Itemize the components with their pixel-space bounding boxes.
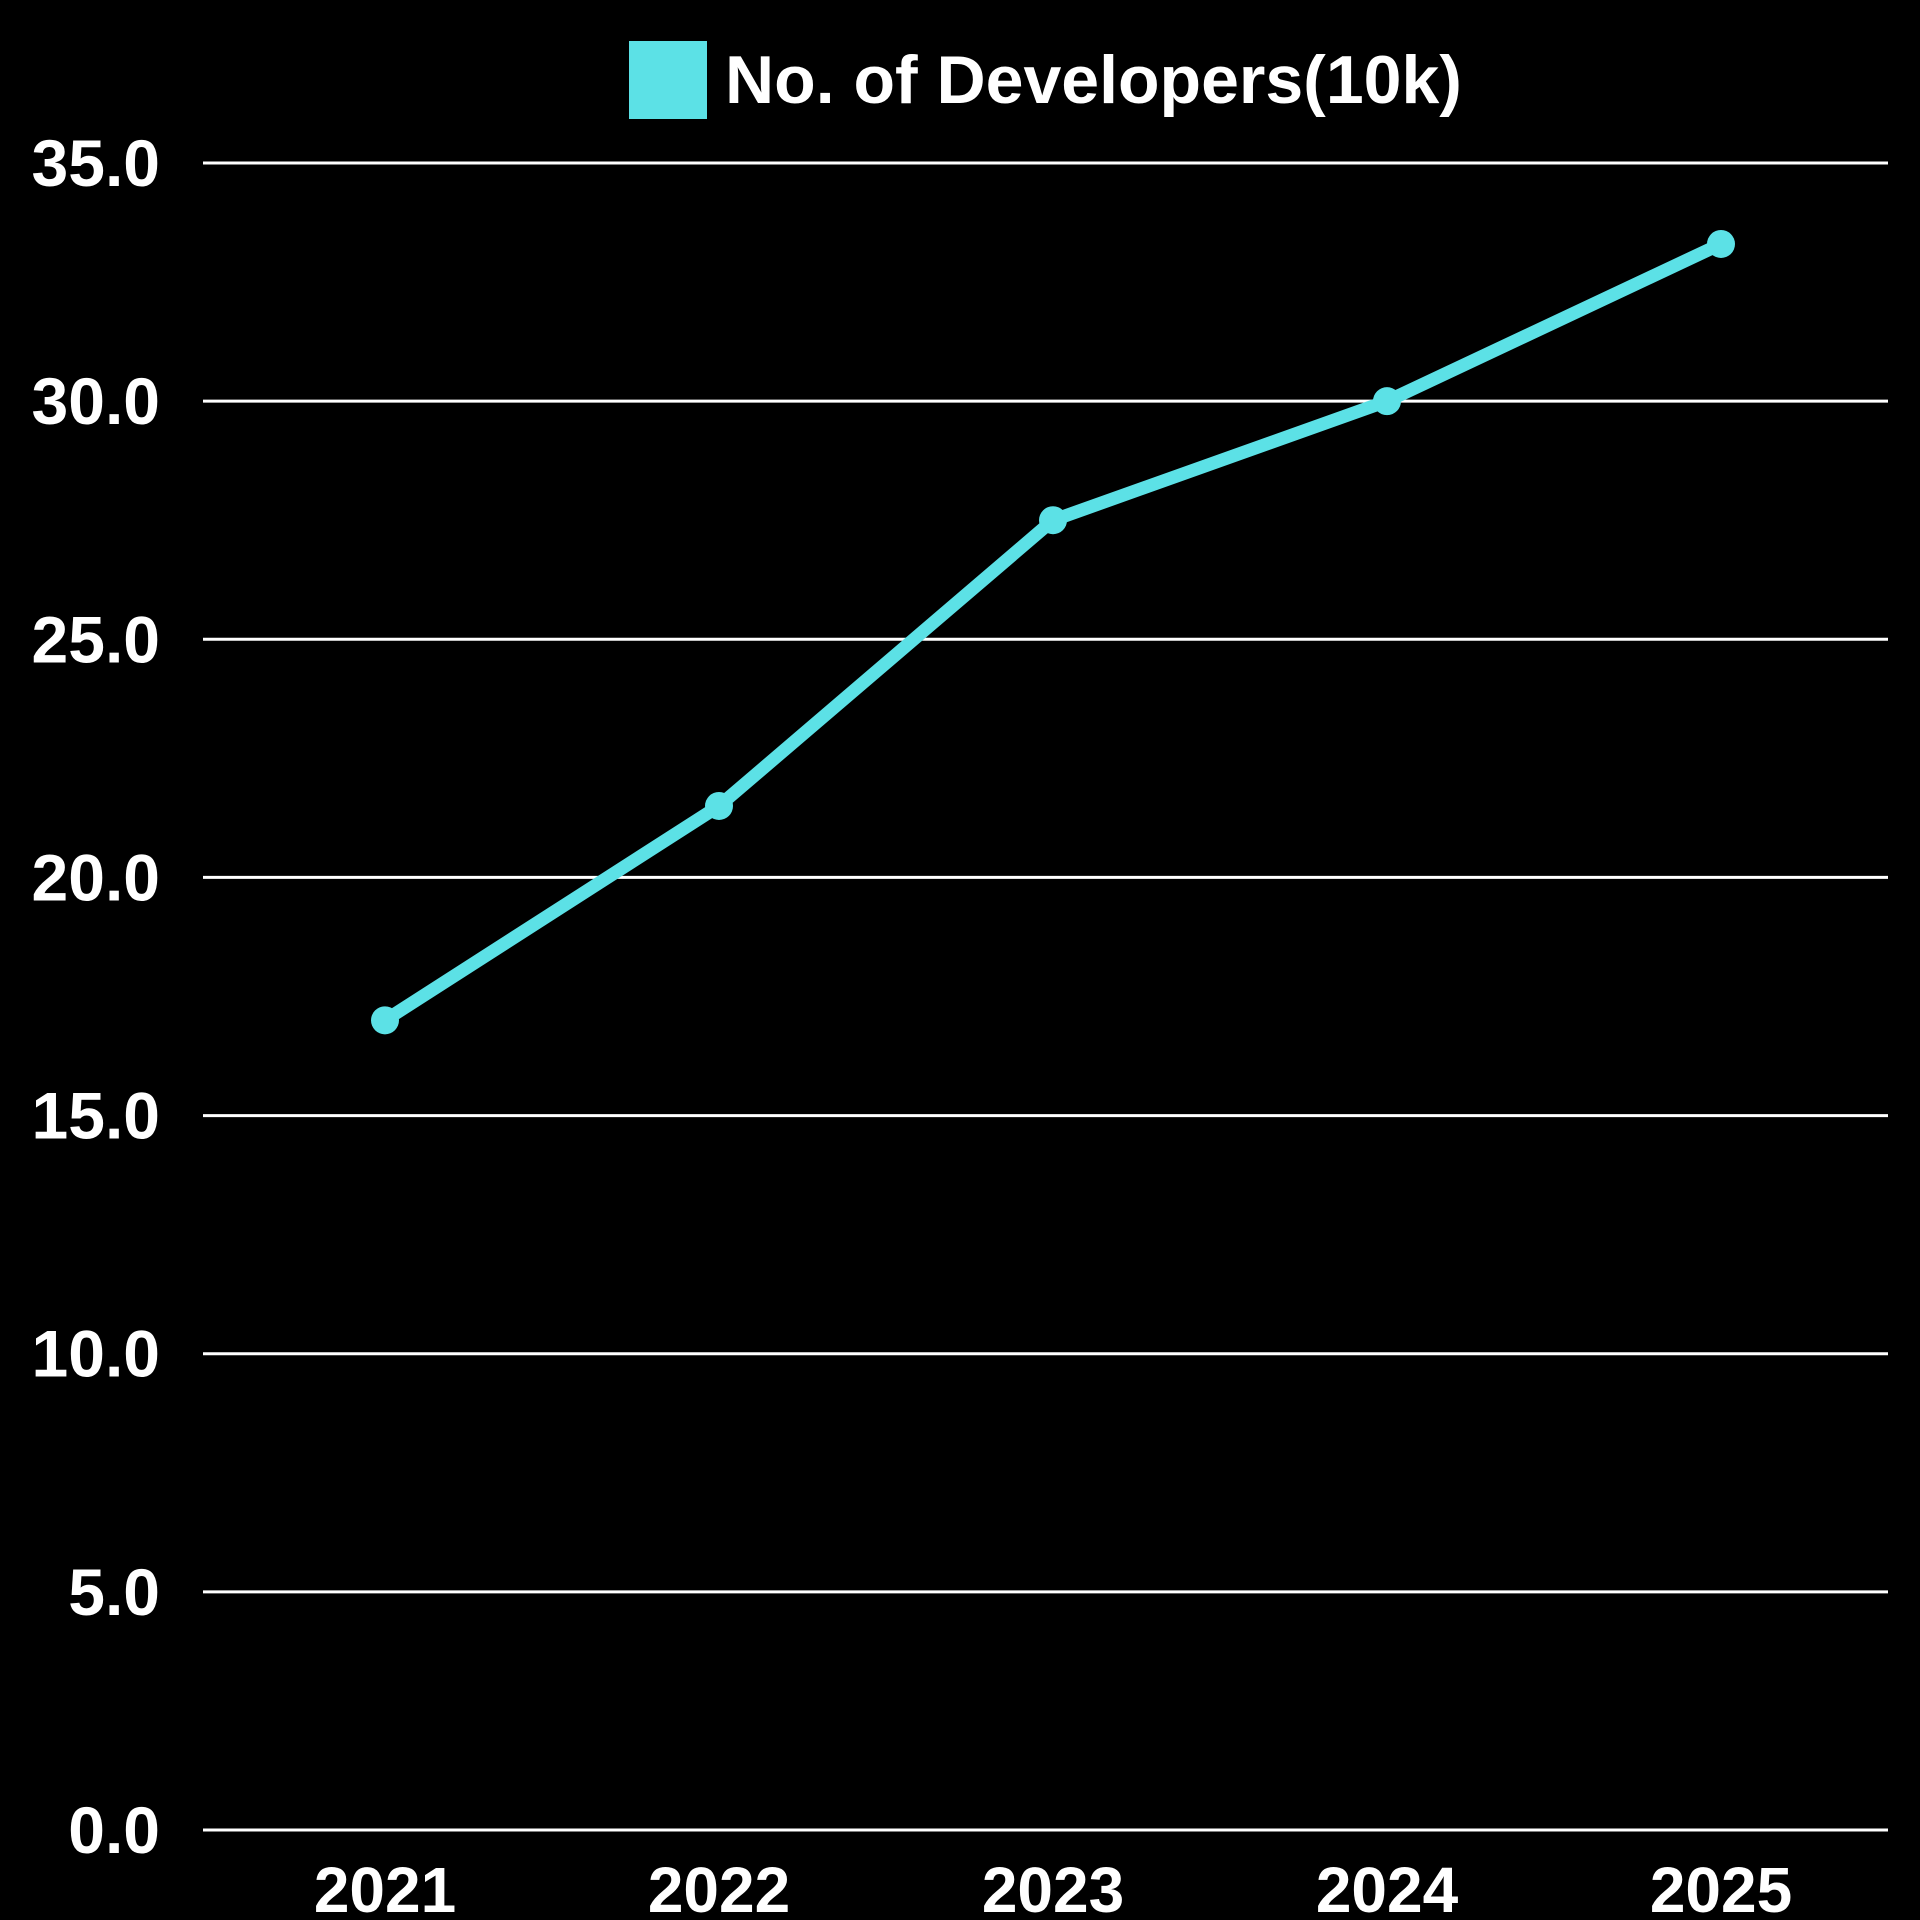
data-point	[1373, 387, 1401, 416]
legend-label: No. of Developers(10k)	[725, 42, 1462, 118]
y-tick-label: 0.0	[68, 1793, 160, 1867]
data-line	[378, 237, 1728, 1027]
y-tick-label: 30.0	[32, 364, 160, 438]
x-tick-label: 2024	[1316, 1854, 1459, 1920]
y-tick-label: 25.0	[32, 602, 160, 676]
x-tick-label: 2025	[1650, 1854, 1792, 1920]
y-tick-label: 20.0	[32, 840, 160, 914]
x-tick-label: 2022	[648, 1854, 790, 1920]
y-tick-label: 15.0	[32, 1079, 160, 1153]
x-tick-label: 2021	[314, 1854, 456, 1920]
y-tick-label: 10.0	[32, 1317, 160, 1391]
x-tick-label: 2023	[982, 1854, 1124, 1920]
legend: No. of Developers(10k)	[203, 30, 1888, 130]
data-point	[1707, 229, 1735, 258]
y-tick-label: 35.0	[32, 126, 160, 200]
data-point	[1039, 506, 1067, 535]
legend-swatch	[629, 41, 708, 119]
data-point	[705, 791, 733, 820]
y-tick-label: 5.0	[68, 1555, 160, 1629]
data-point	[371, 1006, 399, 1035]
